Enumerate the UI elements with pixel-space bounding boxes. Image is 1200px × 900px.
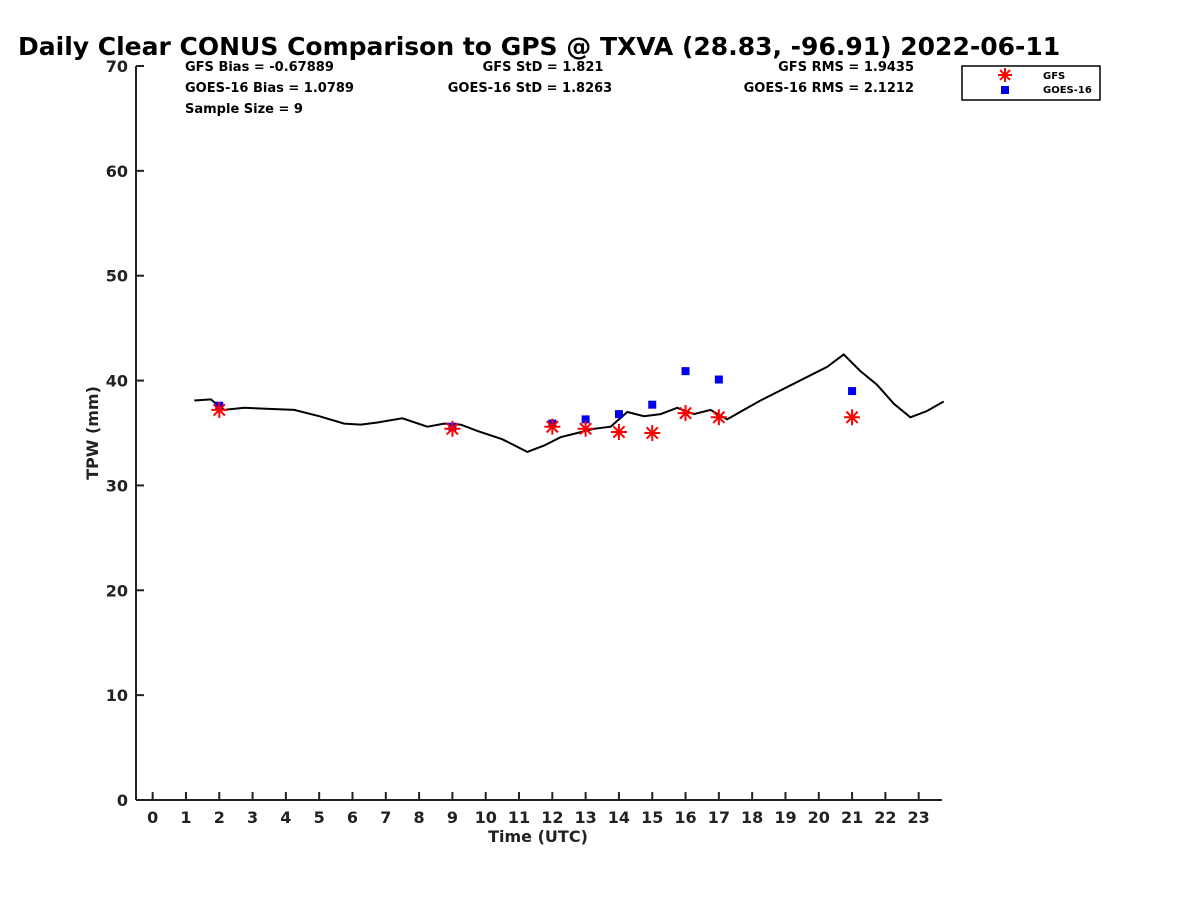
x-tick-label: 20 [808, 808, 830, 827]
x-ticks: 0 1 2 3 4 5 6 7 8 9 10 11 12 13 14 15 16 17 18 19 20 21 22 23 [147, 792, 930, 827]
gfs-point [710, 409, 727, 426]
gfs-point [544, 418, 561, 435]
x-tick-label: 7 [380, 808, 391, 827]
y-tick-label: 70 [106, 57, 128, 76]
x-tick-label: 21 [841, 808, 863, 827]
x-tick-label: 2 [214, 808, 225, 827]
goes16-point [614, 410, 623, 419]
gfs-rms-text: GFS RMS = 1.9435 [778, 60, 914, 75]
x-tick-label: 1 [180, 808, 191, 827]
x-axis-label: Time (UTC) [488, 827, 588, 846]
y-axis-label: TPW (mm) [83, 386, 102, 480]
stats-block: GFS Bias = -0.67889 GOES-16 Bias = 1.078… [185, 60, 914, 117]
goes16-point [581, 415, 590, 424]
x-tick-label: 19 [774, 808, 796, 827]
gfs-point [610, 423, 627, 440]
x-tick-label: 3 [247, 808, 258, 827]
legend-box [961, 65, 1101, 101]
x-tick-label: 10 [475, 808, 497, 827]
x-tick-label: 16 [674, 808, 696, 827]
legend-goes-marker [1001, 86, 1009, 94]
gfs-point [444, 420, 461, 437]
x-tick-label: 6 [347, 808, 358, 827]
x-tick-label: 11 [508, 808, 530, 827]
goes-std-text: GOES-16 StD = 1.8263 [448, 81, 612, 96]
goes16-point [848, 387, 857, 396]
gps-line-layer [194, 353, 945, 453]
gfs-point [577, 420, 594, 437]
goes-bias-text: GOES-16 Bias = 1.0789 [185, 81, 354, 96]
gfs-bias-text: GFS Bias = -0.67889 [185, 60, 334, 75]
legend: GFS GOES-16 [961, 65, 1101, 101]
y-tick-label: 60 [106, 162, 128, 181]
gfs-point [644, 425, 661, 441]
y-tick-label: 40 [106, 372, 128, 391]
goes16-point [648, 400, 657, 409]
gps-line [194, 353, 945, 453]
chart-title: Daily Clear CONUS Comparison to GPS @ TX… [18, 32, 1060, 61]
x-tick-label: 12 [541, 808, 563, 827]
x-tick-label: 22 [874, 808, 896, 827]
marker-layer [211, 367, 861, 441]
legend-gfs-label: GFS [1043, 71, 1065, 82]
legend-gfs-asterisk [998, 68, 1012, 82]
gfs-std-text: GFS StD = 1.821 [483, 60, 604, 75]
sample-size-text: Sample Size = 9 [185, 102, 303, 117]
y-tick-label: 20 [106, 581, 128, 600]
x-tick-label: 8 [414, 808, 425, 827]
goes-rms-text: GOES-16 RMS = 2.1212 [744, 81, 914, 96]
x-tick-label: 14 [608, 808, 630, 827]
y-tick-label: 30 [106, 476, 128, 495]
x-tick-label: 4 [280, 808, 291, 827]
legend-gfs-marker [998, 68, 1012, 82]
gfs-point [211, 401, 228, 418]
gfs-point [677, 405, 694, 422]
goes16-point [681, 367, 690, 376]
x-tick-label: 9 [447, 808, 458, 827]
x-tick-label: 0 [147, 808, 158, 827]
gfs-point [844, 409, 861, 426]
x-tick-label: 18 [741, 808, 763, 827]
x-tick-label: 23 [908, 808, 930, 827]
goes16-point [714, 375, 723, 384]
x-tick-label: 17 [708, 808, 730, 827]
y-tick-label: 0 [117, 791, 128, 810]
legend-goes-label: GOES-16 [1043, 85, 1092, 96]
y-tick-label: 50 [106, 267, 128, 286]
x-tick-label: 13 [574, 808, 596, 827]
y-tick-label: 10 [106, 686, 128, 705]
x-tick-label: 15 [641, 808, 663, 827]
y-ticks: 0 10 20 30 40 50 60 70 [106, 57, 144, 810]
x-tick-label: 5 [314, 808, 325, 827]
